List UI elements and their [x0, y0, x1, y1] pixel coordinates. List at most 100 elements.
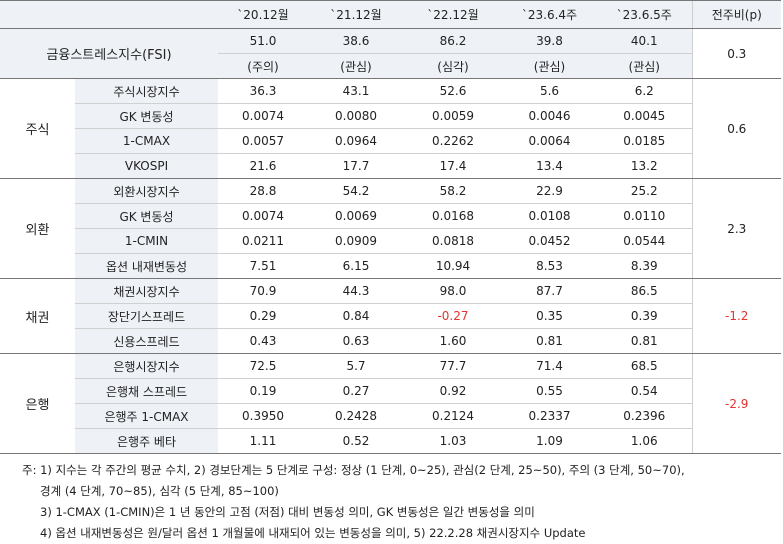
indicator-value: 0.0045: [597, 103, 692, 129]
table-row: 1-CMAX 0.0057 0.0964 0.2262 0.0064 0.0185: [0, 128, 781, 154]
indicator-label: 은행주 베타: [75, 428, 218, 454]
indicator-value: 72.5: [218, 353, 308, 379]
indicator-label: 은행주 1-CMAX: [75, 403, 218, 429]
indicator-value: 0.0064: [502, 128, 597, 154]
indicator-value: 0.0818: [404, 228, 502, 254]
indicator-value: 87.7: [502, 278, 597, 304]
indicator-value: 70.9: [218, 278, 308, 304]
fsi-level: (주의): [218, 53, 308, 79]
group-change: -2.9: [691, 353, 781, 454]
footnote-line-1: 주: 1) 지수는 각 주간의 평균 수치, 2) 경보단계는 5 단계로 구성…: [22, 463, 685, 477]
indicator-value: 25.2: [597, 178, 692, 204]
indicator-value: 6.2: [597, 78, 692, 104]
indicator-value: 0.0185: [597, 128, 692, 154]
indicator-label: 신용스프레드: [75, 328, 218, 354]
table-row: 장단기스프레드 0.29 0.84 -0.27 0.35 0.39: [0, 303, 781, 329]
indicator-value: 1.09: [502, 428, 597, 454]
table-row: 은행주 1-CMAX 0.3950 0.2428 0.2124 0.2337 0.2396: [0, 403, 781, 429]
indicator-value: 0.0074: [218, 203, 308, 229]
indicator-value: 17.4: [404, 153, 502, 179]
indicator-label: 주식시장지수: [75, 78, 218, 104]
table-row: 1-CMIN 0.0211 0.0909 0.0818 0.0452 0.0544: [0, 228, 781, 254]
indicator-value: 58.2: [404, 178, 502, 204]
indicator-value: 7.51: [218, 253, 308, 279]
fsi-table: `20.12월 `21.12월 `22.12월 `23.6.4주 `23.6.5…: [0, 0, 781, 454]
indicator-label: VKOSPI: [75, 153, 218, 179]
indicator-value: 77.7: [404, 353, 502, 379]
fsi-level-row: (주의) (관심) (심각) (관심) (관심): [0, 53, 781, 79]
indicator-value: 21.6: [218, 153, 308, 179]
fsi-level: (관심): [597, 53, 692, 79]
table-row: 은행 은행시장지수 72.5 5.7 77.7 71.4 68.5 -2.9: [0, 353, 781, 454]
indicator-value: 0.0080: [308, 103, 404, 129]
footnote-line-2: 경계 (4 단계, 70~85), 심각 (5 단계, 85~100): [40, 484, 279, 498]
indicator-value: 1.06: [597, 428, 692, 454]
indicator-value: 0.27: [308, 378, 404, 404]
indicator-value: 17.7: [308, 153, 404, 179]
group-change: 0.6: [691, 78, 781, 179]
table-row: 옵션 내재변동성 7.51 6.15 10.94 8.53 8.39: [0, 253, 781, 279]
indicator-value: 5.6: [502, 78, 597, 104]
indicator-value: 6.15: [308, 253, 404, 279]
table-row: 채권 채권시장지수 70.9 44.3 98.0 87.7 86.5 -1.2: [0, 278, 781, 354]
fsi-level: (심각): [404, 53, 502, 79]
indicator-value: 0.0069: [308, 203, 404, 229]
col-header-change: 전주비(p): [691, 0, 781, 29]
col-header-22-12: `22.12월: [404, 0, 502, 29]
indicator-label: 1-CMIN: [75, 228, 218, 254]
indicator-value: 0.0909: [308, 228, 404, 254]
indicator-value: 1.03: [404, 428, 502, 454]
group-label: 은행: [0, 353, 75, 454]
indicator-value: 0.0074: [218, 103, 308, 129]
table-row: 주식 주식시장지수 36.3 43.1 52.6 5.6 6.2 0.6: [0, 78, 781, 179]
fsi-level: (관심): [308, 53, 404, 79]
group-change: 2.3: [691, 178, 781, 279]
indicator-value: 0.0544: [597, 228, 692, 254]
indicator-label: 채권시장지수: [75, 278, 218, 304]
indicator-value: 0.29: [218, 303, 308, 329]
indicator-value: 44.3: [308, 278, 404, 304]
footnote-line-3: 3) 1-CMAX (1-CMIN)은 1 년 동안의 고점 (저점) 대비 변…: [40, 505, 535, 519]
indicator-value: 0.0110: [597, 203, 692, 229]
indicator-label: 외환시장지수: [75, 178, 218, 204]
header-row: `20.12월 `21.12월 `22.12월 `23.6.4주 `23.6.5…: [0, 0, 781, 29]
indicator-value: 0.84: [308, 303, 404, 329]
group-label: 채권: [0, 278, 75, 354]
indicator-value: 5.7: [308, 353, 404, 379]
indicator-value: 0.92: [404, 378, 502, 404]
indicator-value: 0.0059: [404, 103, 502, 129]
indicator-value: 0.35: [502, 303, 597, 329]
indicator-value: 28.8: [218, 178, 308, 204]
group-label: 외환: [0, 178, 75, 279]
table-row: GK 변동성 0.0074 0.0069 0.0168 0.0108 0.0110: [0, 203, 781, 229]
indicator-label: 장단기스프레드: [75, 303, 218, 329]
indicator-value: 0.2337: [502, 403, 597, 429]
indicator-label: GK 변동성: [75, 203, 218, 229]
fsi-value: 40.1: [597, 28, 692, 54]
indicator-value: 98.0: [404, 278, 502, 304]
col-header-23-6-5: `23.6.5주: [597, 0, 692, 29]
indicator-value: 10.94: [404, 253, 502, 279]
table-row: GK 변동성 0.0074 0.0080 0.0059 0.0046 0.0045: [0, 103, 781, 129]
indicator-value: 0.55: [502, 378, 597, 404]
fsi-value: 86.2: [404, 28, 502, 54]
col-header-21-12: `21.12월: [308, 0, 404, 29]
indicator-value: 0.2124: [404, 403, 502, 429]
fsi-label: 금융스트레스지수(FSI): [0, 28, 218, 79]
indicator-value: 0.2428: [308, 403, 404, 429]
indicator-value: 0.81: [502, 328, 597, 354]
indicator-value: 13.4: [502, 153, 597, 179]
indicator-value: 36.3: [218, 78, 308, 104]
indicator-value: 13.2: [597, 153, 692, 179]
table-row: 신용스프레드 0.43 0.63 1.60 0.81 0.81: [0, 328, 781, 354]
indicator-value: -0.27: [404, 303, 502, 329]
fsi-change: 0.3: [691, 28, 781, 79]
indicator-value: 0.0211: [218, 228, 308, 254]
indicator-label: 옵션 내재변동성: [75, 253, 218, 279]
indicator-value: 43.1: [308, 78, 404, 104]
indicator-value: 0.63: [308, 328, 404, 354]
footnotes: 주: 1) 지수는 각 주간의 평균 수치, 2) 경보단계는 5 단계로 구성…: [22, 460, 685, 544]
indicator-label: 은행시장지수: [75, 353, 218, 379]
indicator-value: 0.0452: [502, 228, 597, 254]
